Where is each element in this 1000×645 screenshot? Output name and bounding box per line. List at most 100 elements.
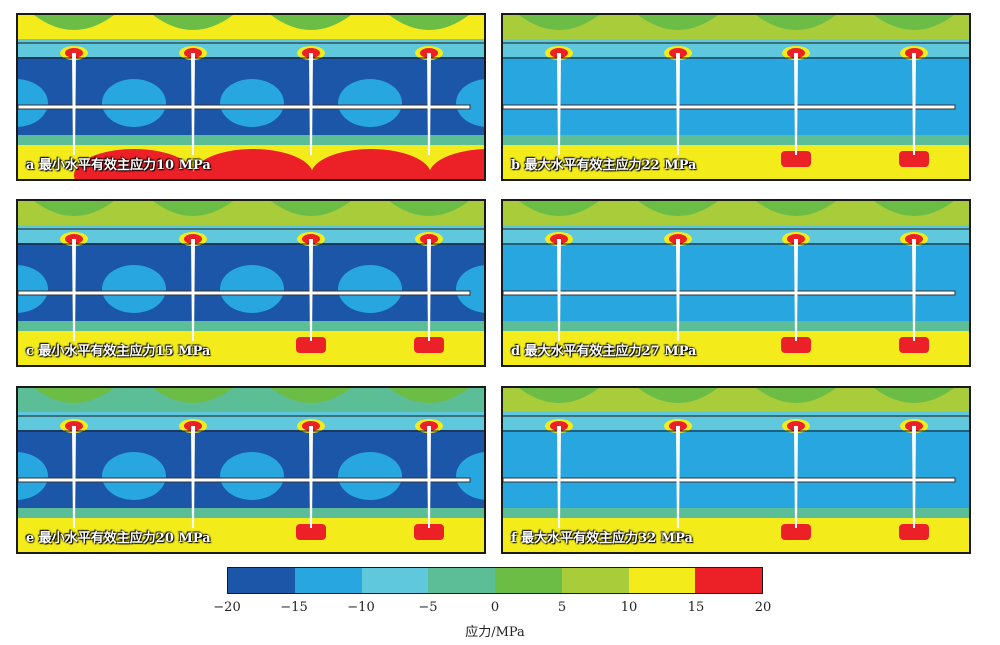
fracture bbox=[191, 53, 195, 155]
colorbar-swatch bbox=[495, 568, 562, 593]
bottom-hotspot bbox=[296, 524, 326, 540]
bottom-hotspot bbox=[781, 151, 811, 167]
stress-field-e bbox=[18, 388, 484, 552]
fracture bbox=[794, 53, 798, 155]
panel-label-f: f 最大水平有效主应力32 MPa bbox=[511, 531, 693, 546]
fracture bbox=[191, 426, 195, 528]
colorbar-swatch bbox=[628, 568, 696, 593]
bottom-hotspot bbox=[781, 524, 811, 540]
stress-field-d bbox=[503, 201, 969, 365]
stress-blob bbox=[102, 79, 166, 127]
colorbar-swatch bbox=[228, 568, 295, 593]
panel-c: c 最小水平有效主应力15 MPa bbox=[16, 199, 486, 367]
transition-band bbox=[503, 135, 969, 145]
panel-label-b: b 最大水平有效主应力22 MPa bbox=[511, 158, 697, 173]
stress-blob bbox=[587, 265, 651, 313]
bottom-band bbox=[503, 329, 969, 365]
stress-blob bbox=[941, 452, 969, 500]
cap-layer-band bbox=[18, 39, 484, 57]
top-lobe bbox=[271, 15, 351, 30]
horizontal-wellbore bbox=[18, 290, 471, 296]
fracture bbox=[676, 53, 680, 155]
stress-blob bbox=[220, 265, 284, 313]
transition-band bbox=[18, 135, 484, 145]
fracture bbox=[309, 426, 313, 528]
fracture bbox=[427, 426, 431, 528]
top-lobe bbox=[756, 388, 836, 403]
top-lobe bbox=[874, 201, 954, 216]
horizontal-wellbore bbox=[503, 290, 956, 296]
horizontal-wellbore bbox=[18, 477, 471, 483]
top-lobe bbox=[638, 201, 718, 216]
top-lobe bbox=[756, 15, 836, 30]
top-lobe bbox=[34, 388, 114, 403]
bottom-hotspot bbox=[899, 337, 929, 353]
top-lobe bbox=[153, 15, 233, 30]
bottom-hotspot bbox=[781, 337, 811, 353]
bottom-band bbox=[18, 516, 484, 552]
cap-layer-band bbox=[503, 225, 969, 243]
colorbar-tick-label: 0 bbox=[490, 600, 500, 615]
panel-label-e: e 最小水平有效主应力20 MPa bbox=[26, 531, 211, 546]
stress-blob bbox=[823, 265, 887, 313]
panel-e: e 最小水平有效主应力20 MPa bbox=[16, 386, 486, 554]
fracture bbox=[309, 239, 313, 341]
colorbar-unit-label: 应力/MPa bbox=[465, 625, 525, 640]
top-lobe bbox=[874, 388, 954, 403]
colorbar-tick-label: 10 bbox=[620, 600, 638, 615]
stress-blob bbox=[941, 79, 969, 127]
bottom-hotspot bbox=[311, 149, 431, 179]
top-lobe bbox=[34, 15, 114, 30]
colorbar bbox=[227, 567, 763, 594]
fracture bbox=[676, 426, 680, 528]
fracture bbox=[557, 53, 561, 155]
horizontal-wellbore bbox=[503, 477, 956, 483]
stress-blob bbox=[705, 452, 769, 500]
stress-blob bbox=[587, 452, 651, 500]
panel-f: f 最大水平有效主应力32 MPa bbox=[501, 386, 971, 554]
stress-blob bbox=[18, 265, 48, 313]
top-lobe bbox=[389, 15, 469, 30]
stress-blob bbox=[338, 452, 402, 500]
colorbar-swatch bbox=[294, 568, 362, 593]
colorbar-tick-label: −10 bbox=[347, 600, 375, 615]
fracture bbox=[912, 53, 916, 155]
stress-blob bbox=[823, 79, 887, 127]
transition-band bbox=[18, 321, 484, 331]
bottom-band bbox=[503, 143, 969, 179]
fracture bbox=[191, 239, 195, 341]
fracture bbox=[72, 426, 76, 528]
bottom-hotspot bbox=[899, 524, 929, 540]
bottom-hotspot bbox=[429, 149, 484, 179]
stress-blob bbox=[456, 265, 484, 313]
stress-blob bbox=[220, 79, 284, 127]
colorbar-tick-label: 5 bbox=[557, 600, 567, 615]
stress-blob bbox=[220, 452, 284, 500]
transition-band bbox=[503, 321, 969, 331]
panel-label-a: a 最小水平有效主应力10 MPa bbox=[26, 158, 211, 173]
top-lobe bbox=[638, 388, 718, 403]
top-lobe bbox=[519, 388, 599, 403]
top-lobe bbox=[389, 201, 469, 216]
panel-a: a 最小水平有效主应力10 MPa bbox=[16, 13, 486, 181]
fracture bbox=[794, 239, 798, 341]
bottom-band bbox=[18, 329, 484, 365]
top-lobe bbox=[638, 15, 718, 30]
bottom-hotspot bbox=[414, 524, 444, 540]
fracture bbox=[557, 239, 561, 341]
top-lobe bbox=[756, 201, 836, 216]
bottom-hotspot bbox=[296, 337, 326, 353]
bottom-band bbox=[503, 516, 969, 552]
fracture bbox=[676, 239, 680, 341]
top-lobe bbox=[34, 201, 114, 216]
top-lobe bbox=[153, 388, 233, 403]
stress-blob bbox=[705, 265, 769, 313]
colorbar-swatch bbox=[695, 568, 762, 593]
colorbar-tick-label: 20 bbox=[754, 600, 772, 615]
stress-blob bbox=[338, 79, 402, 127]
stress-blob bbox=[823, 452, 887, 500]
stress-blob bbox=[102, 265, 166, 313]
top-lobe bbox=[271, 388, 351, 403]
colorbar-swatch bbox=[361, 568, 429, 593]
fracture bbox=[794, 426, 798, 528]
